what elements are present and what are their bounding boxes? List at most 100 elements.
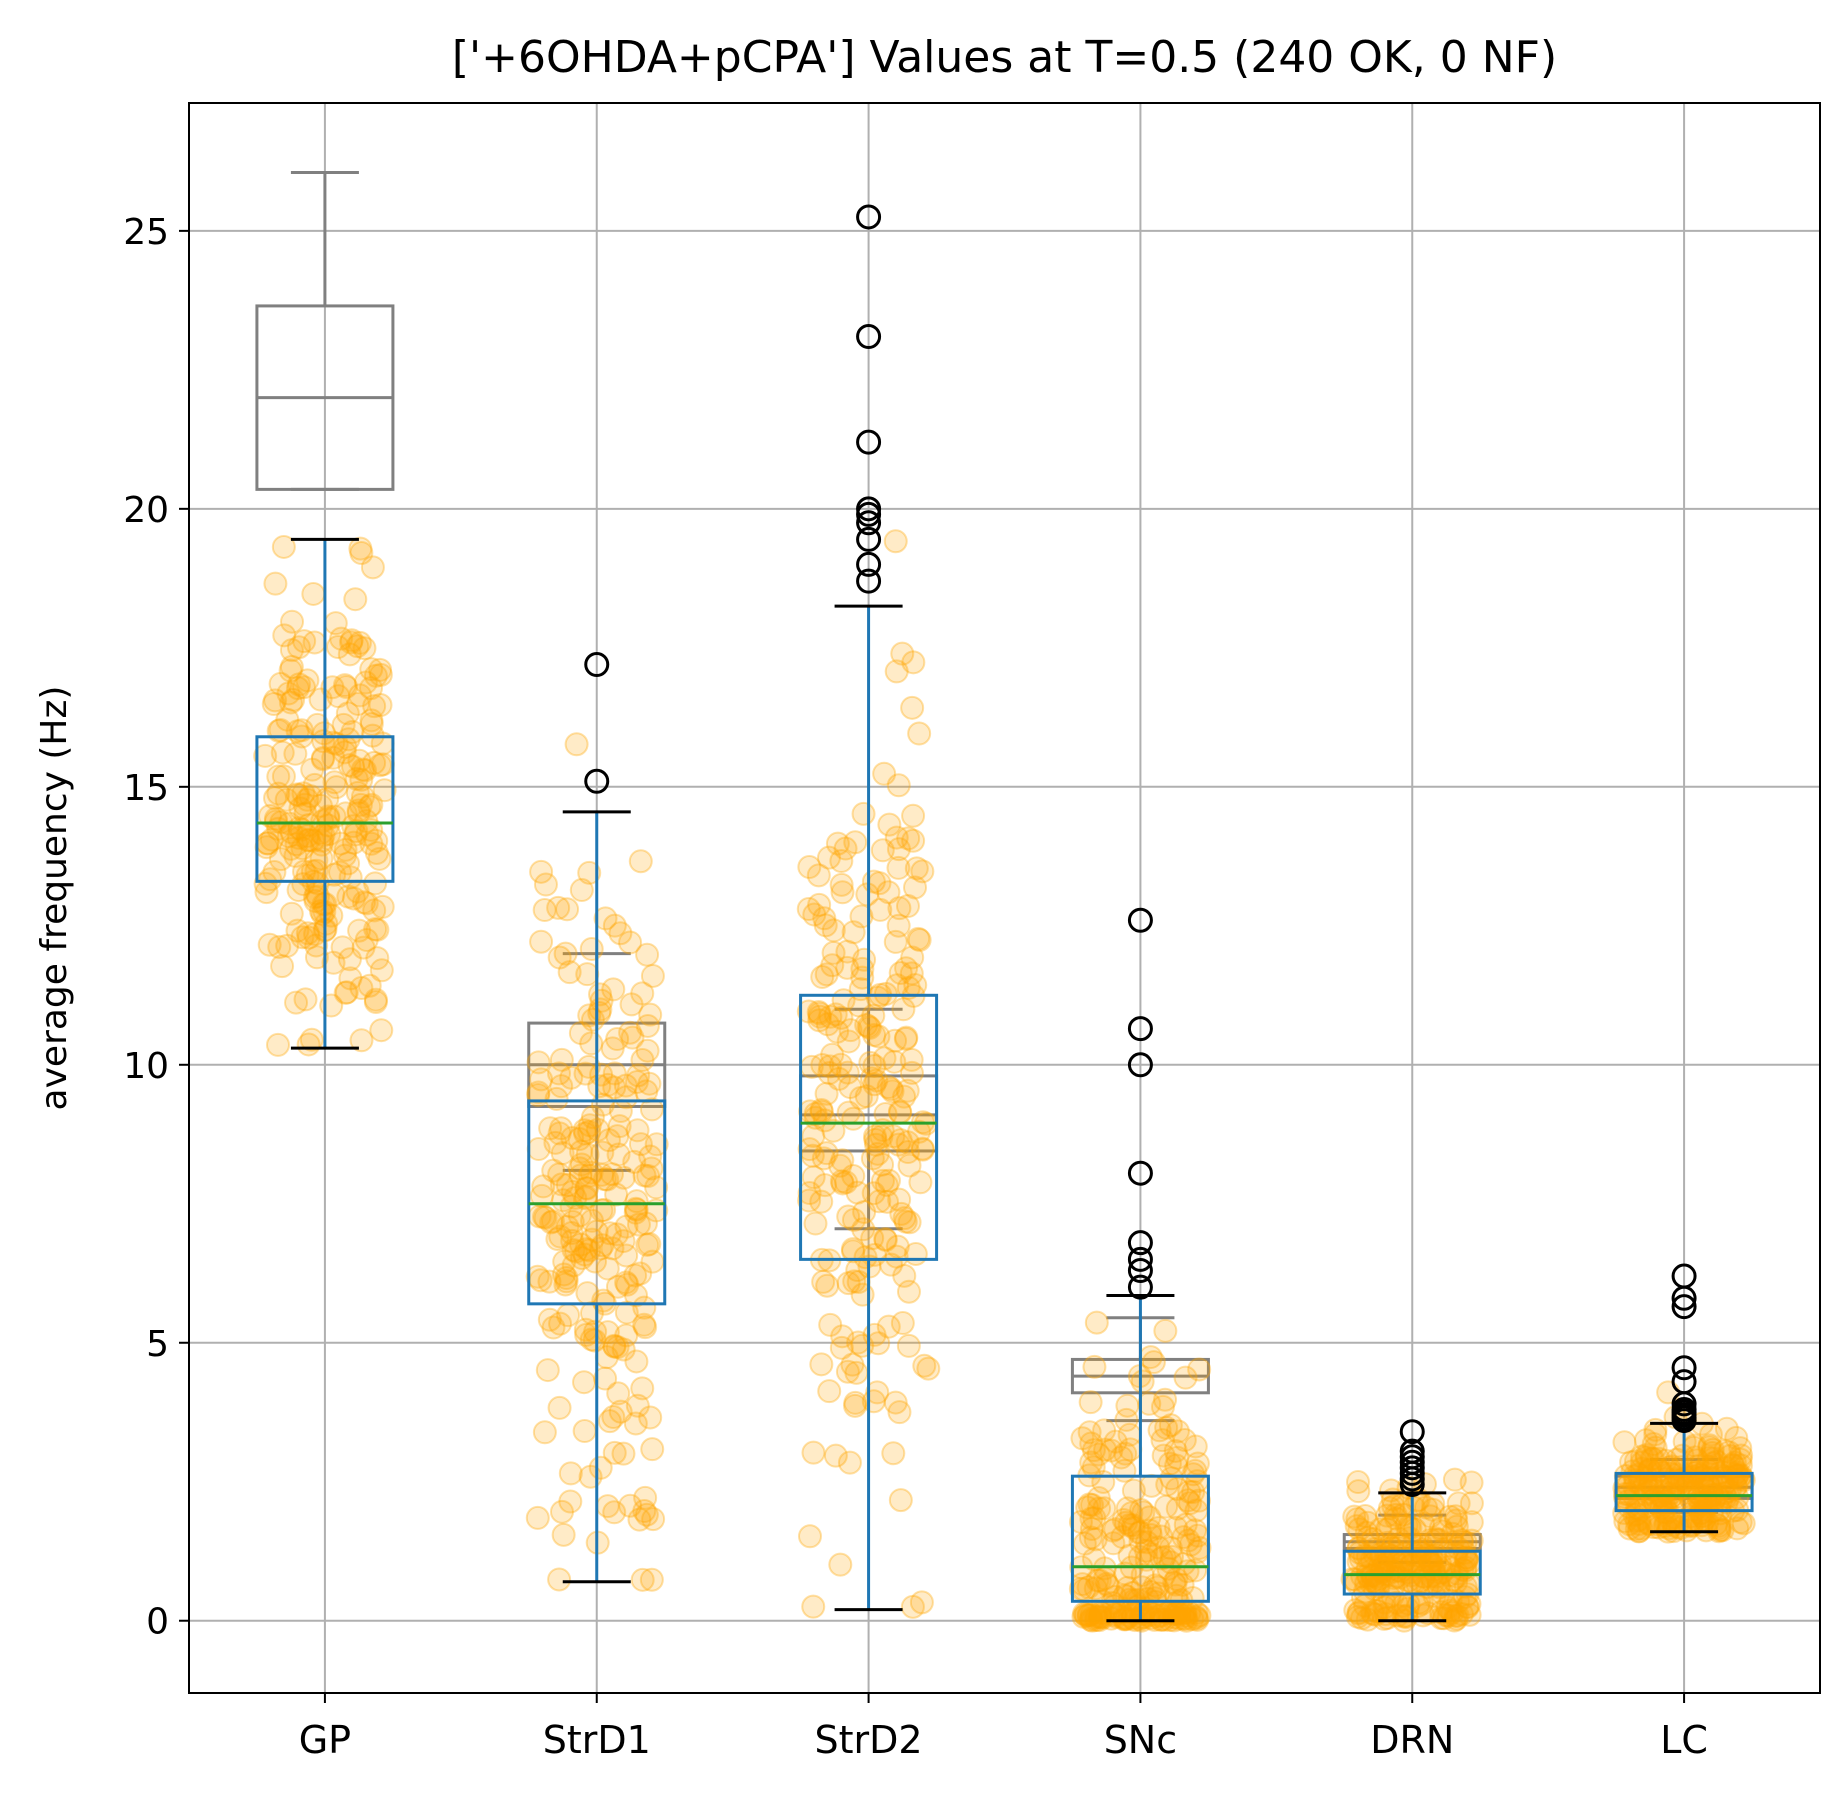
scatter-point [1435,1595,1460,1620]
scatter-point [1163,1572,1188,1597]
scatter-point [324,775,349,800]
scatter-point [343,587,368,612]
scatter-point [354,891,379,916]
scatter-point [1708,1501,1733,1526]
scatter-point [1130,1369,1155,1394]
scatter-point [295,668,320,693]
scatter-point [625,1393,650,1418]
scatter-point [885,973,910,998]
scatter-point [587,1001,612,1026]
scatter-point [895,894,920,919]
scatter-point [853,1245,878,1270]
scatter-point [359,657,384,682]
scatter-point [1455,1595,1480,1620]
scatter-point [564,732,589,757]
scatter-point [332,673,357,698]
scatter-point [547,945,572,970]
scatter-point [527,1204,552,1229]
scatter-point [553,1272,578,1297]
scatter-point [1359,1547,1384,1572]
scatter-point [365,946,390,971]
scatter-point [544,1086,569,1111]
scatter-point [899,961,924,986]
main-box [1342,1549,1482,1596]
scatter-point [309,846,334,871]
scatter-point [1384,1506,1409,1531]
scatter-point [1459,1491,1484,1516]
scatter-point [1130,1575,1155,1600]
scatter-point [1419,1564,1444,1589]
scatter-point [309,832,334,857]
scatter-point [835,955,860,980]
scatter-point [887,1400,912,1425]
y-tick-label: 15 [123,768,169,809]
scatter-point [531,1174,556,1199]
scatter-point [605,1274,630,1299]
scatter-point [555,1173,580,1198]
scatter-point [349,1028,374,1053]
scatter-point [546,895,571,920]
scatter-point [1676,1481,1701,1506]
scatter-point [1183,1558,1208,1583]
scatter-point [347,748,372,773]
scatter-point [543,1130,568,1155]
scatter-point [296,925,321,950]
scatter-point [1084,1310,1109,1335]
scatter-point [1345,1507,1370,1532]
scatter-point [841,920,866,945]
scatter-point [1389,1493,1414,1518]
scatter-point [892,1206,917,1231]
scatter-point [261,692,286,717]
scatter-point [1092,1556,1117,1581]
scatter-point [854,1084,879,1109]
scatter-point [363,663,388,688]
scatter-point [836,1100,861,1125]
scatter-point [1078,1608,1103,1633]
scatter-point [851,1217,876,1242]
scatter-point [1103,1517,1128,1542]
scatter-point [1728,1453,1753,1478]
scatter-point [1664,1447,1689,1472]
scatter-point [281,687,306,712]
scatter-point [894,956,919,981]
scatter-point [1128,1520,1153,1545]
scatter-point [1348,1546,1373,1571]
scatter-point [635,942,660,967]
scatter-point [1153,1387,1178,1412]
scatter-point [1437,1504,1462,1529]
scatter-point [1402,1517,1427,1542]
scatter-point [608,1098,633,1123]
scatter-point [1688,1500,1713,1525]
scatter-point [644,1132,669,1157]
scatter-point [885,1234,910,1259]
scatter-point [285,918,310,943]
scatter-point [362,694,387,719]
scatter-point [1694,1478,1719,1503]
scatter-point [868,897,893,922]
scatter-point [359,831,384,856]
scatter-point [293,987,318,1012]
scatter-point [1356,1565,1381,1590]
scatter-point [895,1130,920,1155]
scatter-point [810,1052,835,1077]
scatter-point [1087,1496,1112,1521]
scatter-point [1372,1590,1397,1615]
scatter-point [1173,1603,1198,1628]
scatter-point [1077,1420,1102,1445]
scatter-point [537,1269,562,1294]
scatter-point [285,782,310,807]
scatter-point [579,1327,604,1352]
scatter-point [869,1124,894,1149]
scatter-point [1086,1442,1111,1467]
scatter-point [1086,1486,1111,1511]
scatter-point [359,676,384,701]
scatter-point [555,897,580,922]
scatter-point [796,999,821,1024]
scatter-point [638,1002,663,1027]
scatter-point [560,1209,585,1234]
scatter-point [279,638,304,663]
scatter-point [886,1132,911,1157]
main-box [255,735,395,883]
scatter-point [1077,1492,1102,1517]
scatter-point [636,1163,661,1188]
